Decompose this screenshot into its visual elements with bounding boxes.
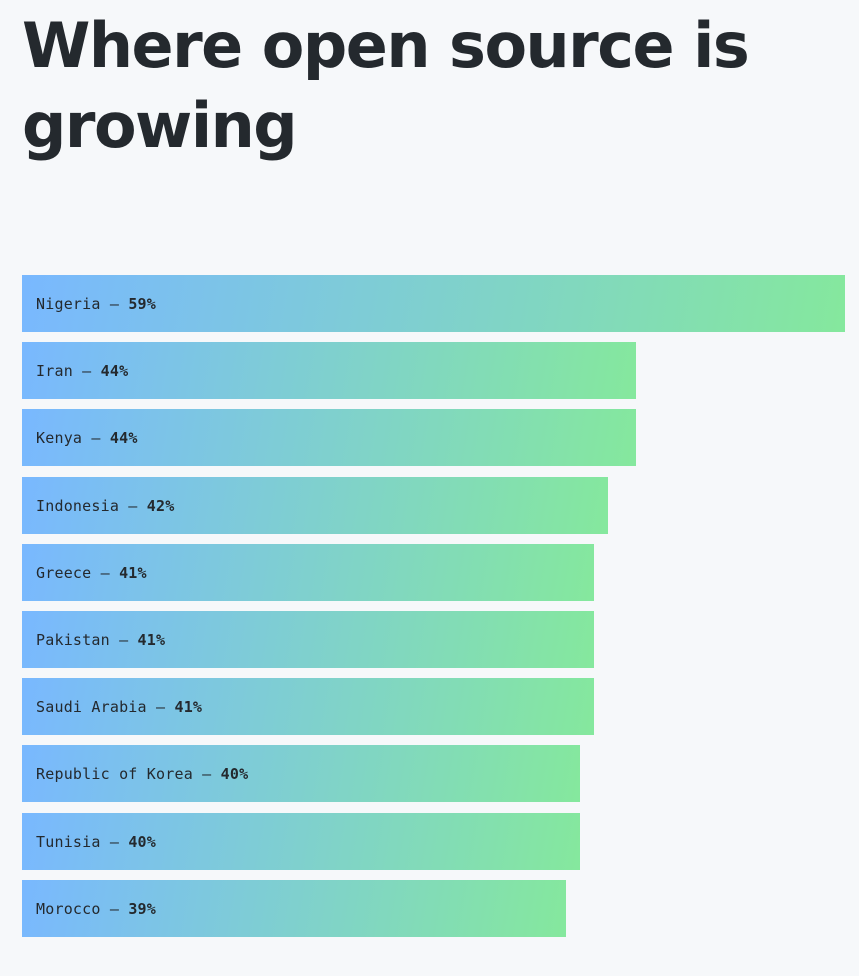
bar-tunisia: Tunisia – 40% [22,813,580,870]
category-label: Indonesia – [36,496,147,515]
value-label: 40% [220,764,249,783]
category-label: Greece – [36,563,120,582]
value-label: 41% [174,697,203,716]
bar-label: Morocco – 39% [36,900,156,918]
bar-indonesia: Indonesia – 42% [22,477,608,534]
category-label: Pakistan – [36,630,138,649]
category-label: Nigeria – [36,294,129,313]
bar-label: Republic of Korea – 40% [36,765,248,783]
bar-label: Greece – 41% [36,564,147,582]
value-label: 41% [137,630,166,649]
bar-label: Pakistan – 41% [36,631,165,649]
bar-republic-of-korea: Republic of Korea – 40% [22,745,580,802]
value-label: 44% [100,361,129,380]
chart-title: Where open source is growing [22,9,750,162]
bar-iran: Iran – 44% [22,342,636,399]
bar-saudi-arabia: Saudi Arabia – 41% [22,678,594,735]
category-label: Republic of Korea – [36,764,221,783]
category-label: Saudi Arabia – [36,697,175,716]
bar-morocco: Morocco – 39% [22,880,566,937]
bar-chart: Nigeria – 59% Iran – 44% Kenya – 44% Indone… [22,275,845,940]
bar-label: Iran – 44% [36,362,128,380]
bar-pakistan: Pakistan – 41% [22,611,594,668]
category-label: Kenya – [36,428,110,447]
bar-label: Indonesia – 42% [36,497,174,515]
value-label: 41% [119,563,147,582]
bar-nigeria: Nigeria – 59% [22,275,845,332]
bar-label: Nigeria – 59% [36,295,156,313]
bar-label: Tunisia – 40% [36,833,156,851]
category-label: Tunisia – [36,832,129,851]
bar-greece: Greece – 41% [22,544,594,601]
category-label: Iran – [36,361,101,380]
category-label: Morocco – [36,899,129,918]
value-label: 44% [109,428,138,447]
bar-kenya: Kenya – 44% [22,409,636,466]
value-label: 59% [128,294,157,313]
bar-label: Saudi Arabia – 41% [36,698,202,716]
bar-label: Kenya – 44% [36,429,138,447]
value-label: 42% [146,496,175,515]
value-label: 40% [128,832,157,851]
value-label: 39% [128,899,157,918]
